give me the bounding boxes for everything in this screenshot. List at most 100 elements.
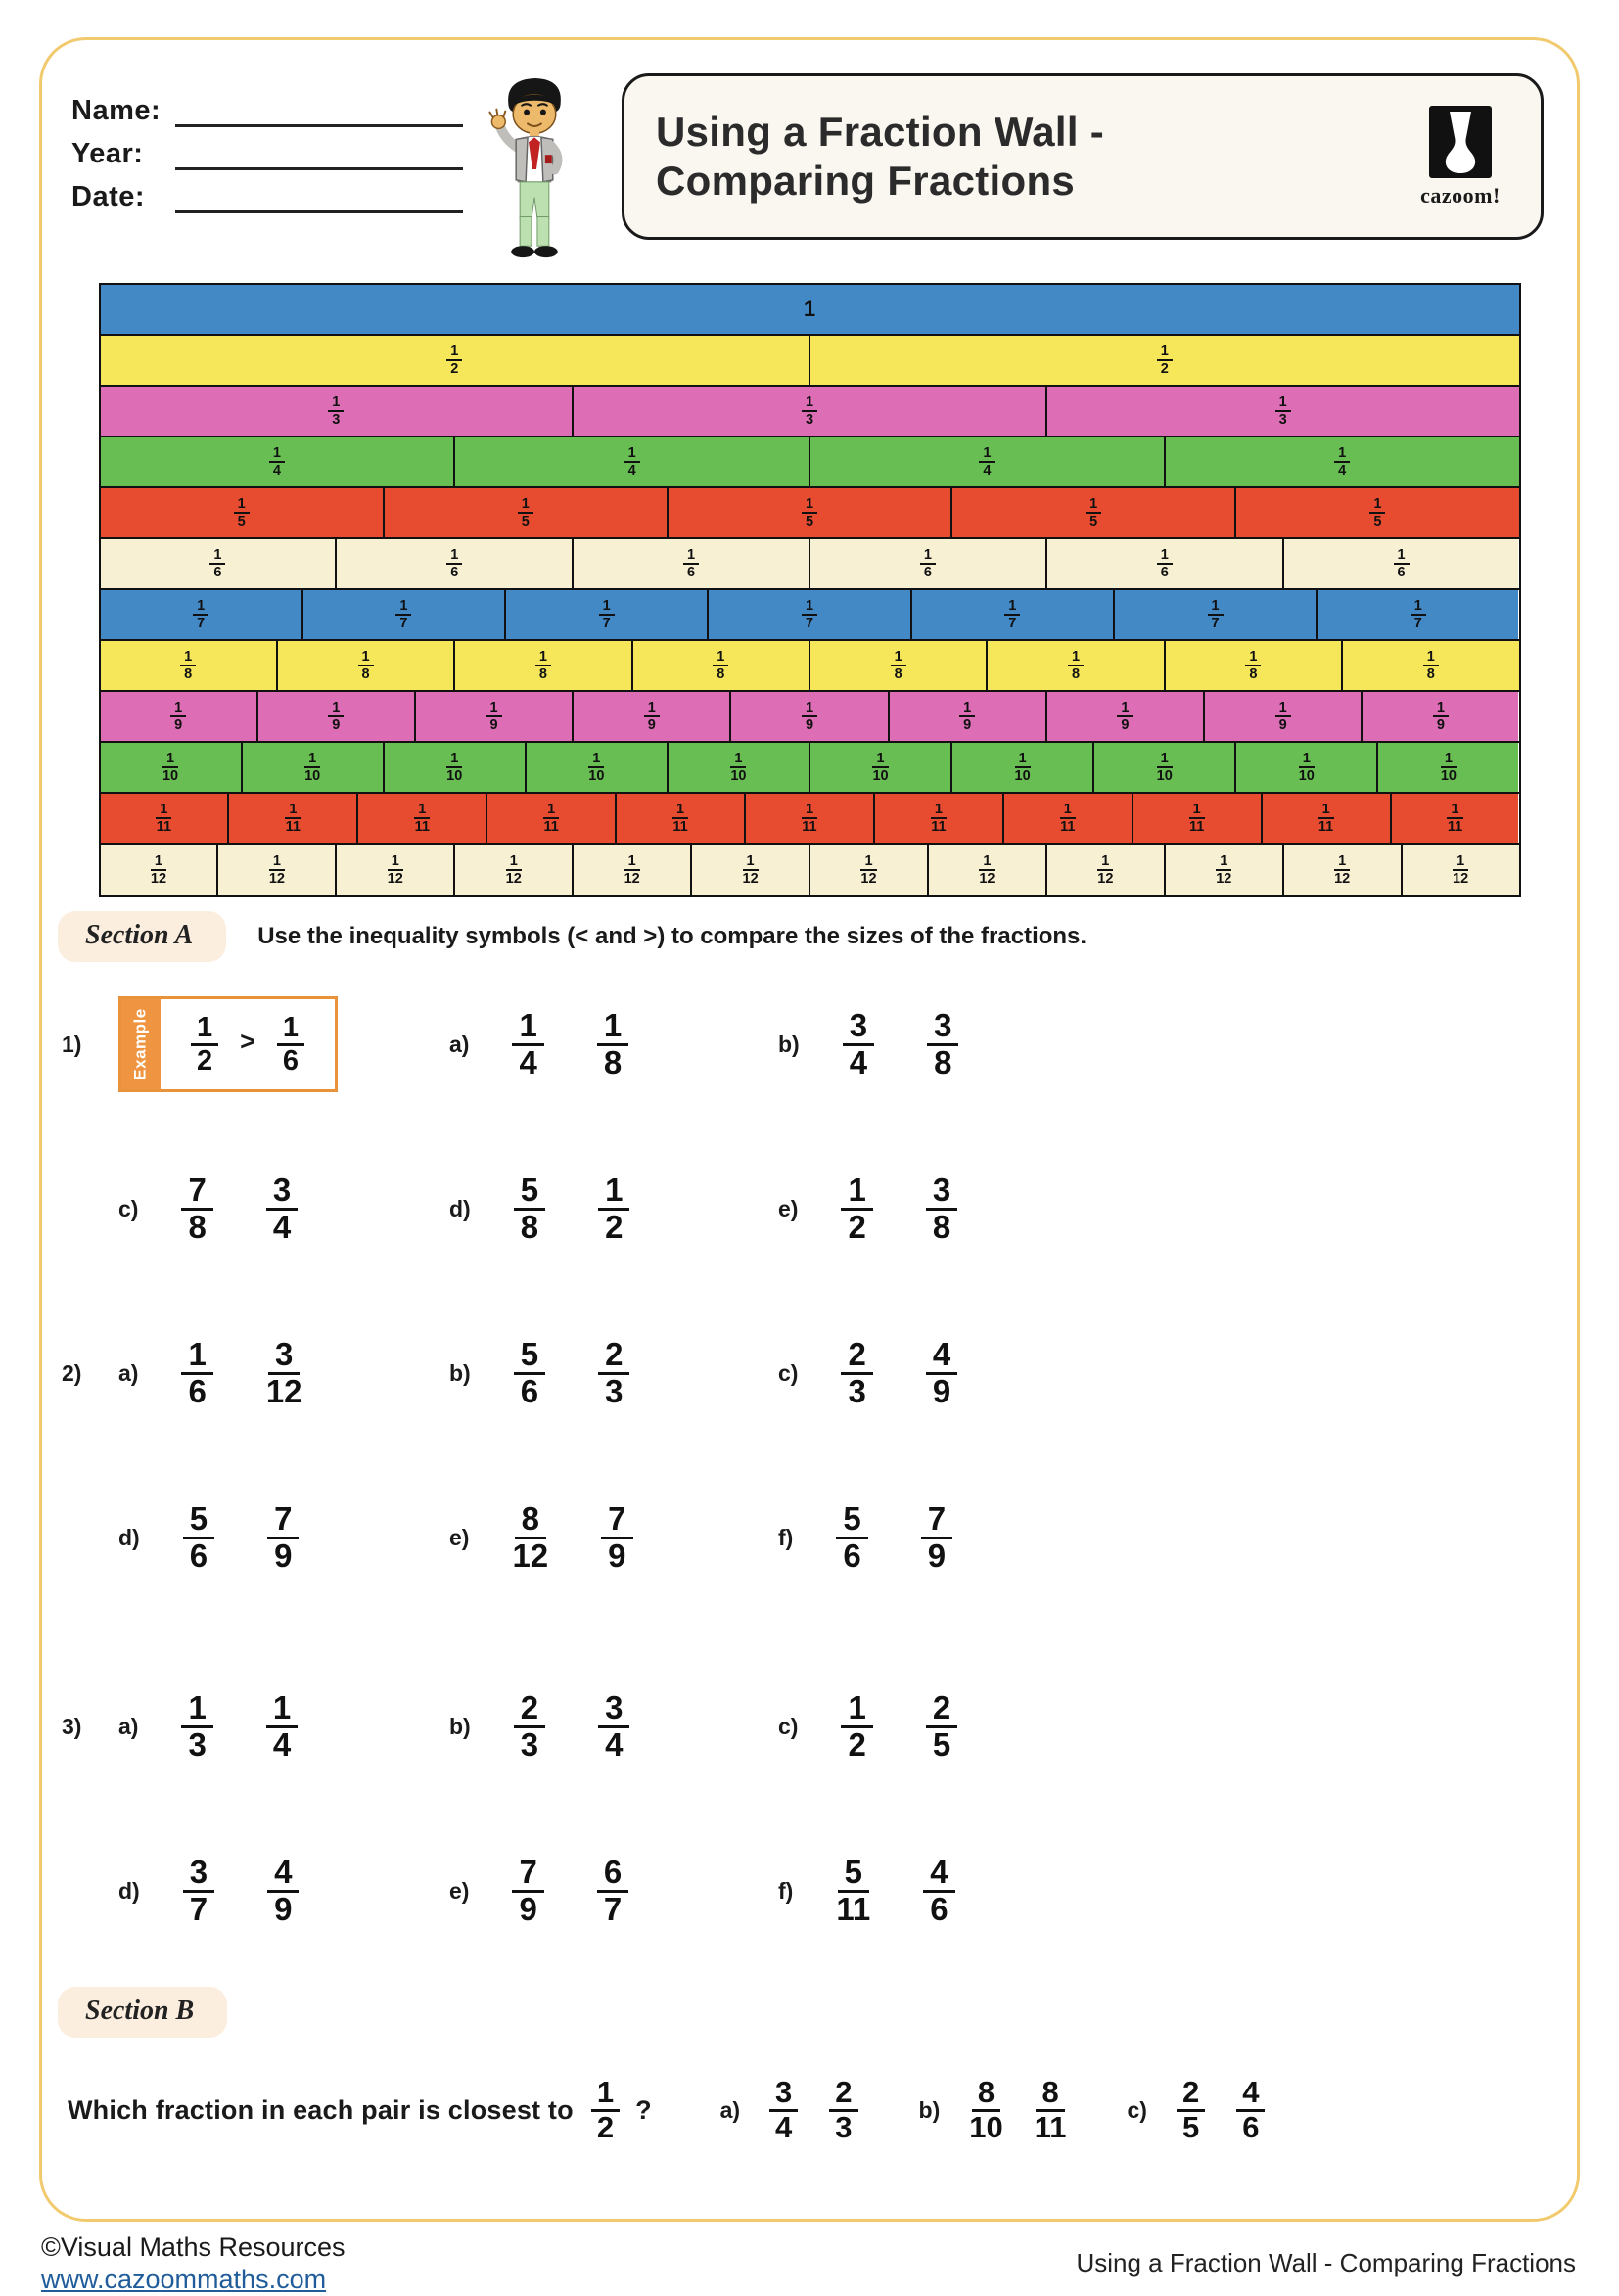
fraction-denominator: 9: [805, 717, 814, 733]
fraction-numerator: 5: [182, 1501, 215, 1539]
cazoom-logo: cazoom!: [1410, 105, 1511, 208]
fraction-denominator: 11: [672, 819, 688, 835]
fraction-numerator: 1: [1432, 700, 1449, 717]
wall-row-1-11: 1 11 1 11 1 11 1 11 1 11 1 11 1 11 1 11 1 11 1 11 1 11: [100, 794, 1519, 845]
fraction-numerator: 1: [276, 1013, 305, 1046]
section-b-items: a) 3 4 2 3 b) 8 10 8 11 c) 2 5 4 6: [660, 2077, 1266, 2142]
fraction-denominator: 3: [1278, 412, 1287, 428]
fraction-numerator: 1: [193, 598, 209, 616]
problem-label: c): [1127, 2096, 1147, 2123]
fraction-numerator: 1: [1453, 853, 1469, 871]
fraction-denominator: 6: [1160, 565, 1169, 580]
wall-cell: 1 11: [487, 794, 618, 843]
fraction: 1 12: [1097, 853, 1113, 887]
problem-label: f): [778, 1524, 794, 1550]
fraction-denominator: 4: [1338, 463, 1347, 479]
fraction-numerator: 1: [265, 1690, 299, 1728]
fraction-denominator: 11: [931, 819, 947, 835]
fraction-numerator: 7: [512, 1855, 544, 1893]
fraction-denominator: 9: [963, 717, 972, 733]
fraction-numerator: 7: [601, 1501, 633, 1539]
fraction-numerator: 1: [1068, 649, 1085, 666]
name-input-line[interactable]: [175, 96, 463, 127]
wall-cell: 1 10: [242, 743, 385, 792]
wall-row-1-12: 1 12 1 12 1 12 1 12 1 12 1 12 1 12 1 12 1 12 1 12 1 12 1 12: [100, 845, 1519, 895]
fraction-numerator: 1: [1298, 751, 1315, 768]
fraction-numerator: 1: [180, 649, 197, 666]
footer-copyright-block: ©Visual Maths Resources www.cazoommaths.…: [41, 2231, 346, 2296]
fraction: 1 12: [979, 853, 995, 887]
problem-a: a) 1 3 1 4: [118, 1690, 449, 1763]
fraction-numerator: 8: [1036, 2077, 1065, 2112]
fraction-numerator: 1: [1369, 496, 1386, 514]
problem-label: d): [118, 1877, 140, 1904]
question-number: 1): [62, 1031, 82, 1057]
fraction-denominator: 11: [543, 819, 559, 835]
fraction-denominator: 3: [805, 412, 814, 428]
fraction-denominator: 12: [624, 871, 640, 887]
fraction-denominator: 5: [237, 514, 246, 529]
fraction-numerator: 1: [1274, 394, 1291, 412]
fraction-denominator: 9: [927, 1537, 947, 1574]
fraction-denominator: 9: [1436, 717, 1445, 733]
fraction-denominator: 10: [969, 2109, 1003, 2144]
problem-b: b) 8 10 8 11: [919, 2077, 1067, 2144]
fraction-numerator: 1: [1334, 445, 1351, 463]
section-a-instruction: Use the inequality symbols (< and >) to …: [257, 923, 1087, 949]
fraction-denominator: 3: [332, 412, 341, 428]
fraction-denominator: 9: [519, 1890, 537, 1927]
fraction-numerator: 4: [925, 1337, 958, 1375]
fraction-denominator: 4: [849, 1043, 868, 1080]
fraction-denominator: 4: [272, 1208, 292, 1245]
year-input-line[interactable]: [175, 139, 463, 170]
fraction-numerator: 4: [923, 1855, 955, 1893]
fraction-denominator: 2: [1160, 361, 1169, 377]
problem-label: b): [449, 1359, 471, 1386]
fraction-numerator: 1: [742, 853, 759, 871]
wall-cell: 1 11: [358, 794, 488, 843]
wall-cell: 1 11: [1391, 794, 1519, 843]
fraction-numerator: 3: [769, 2077, 799, 2112]
website-link[interactable]: www.cazoommaths.com: [41, 2264, 327, 2294]
fraction-numerator: 1: [486, 700, 502, 717]
fraction-numerator: 1: [959, 700, 976, 717]
waving-schoolboy-icon: [488, 77, 563, 258]
fraction-denominator: 12: [860, 871, 877, 887]
wall-row-1-10: 1 10 1 10 1 10 1 10 1 10 1 10 1 10 1 10 1 10 1 10: [100, 743, 1519, 794]
fraction: 1 11: [543, 802, 560, 835]
fraction: 1 10: [730, 751, 746, 784]
fraction-numerator: 1: [860, 853, 877, 871]
date-input-line[interactable]: [175, 182, 463, 213]
fraction-denominator: 9: [274, 1890, 293, 1927]
fraction: 1 11: [672, 802, 689, 835]
fraction-numerator: 1: [1422, 649, 1439, 666]
problem-label: c): [118, 1195, 139, 1221]
wall-cell: 1 12: [692, 845, 811, 895]
fraction-denominator: 4: [272, 1725, 292, 1763]
wall-cell: 1 10: [668, 743, 810, 792]
fraction-denominator: 11: [414, 819, 430, 835]
